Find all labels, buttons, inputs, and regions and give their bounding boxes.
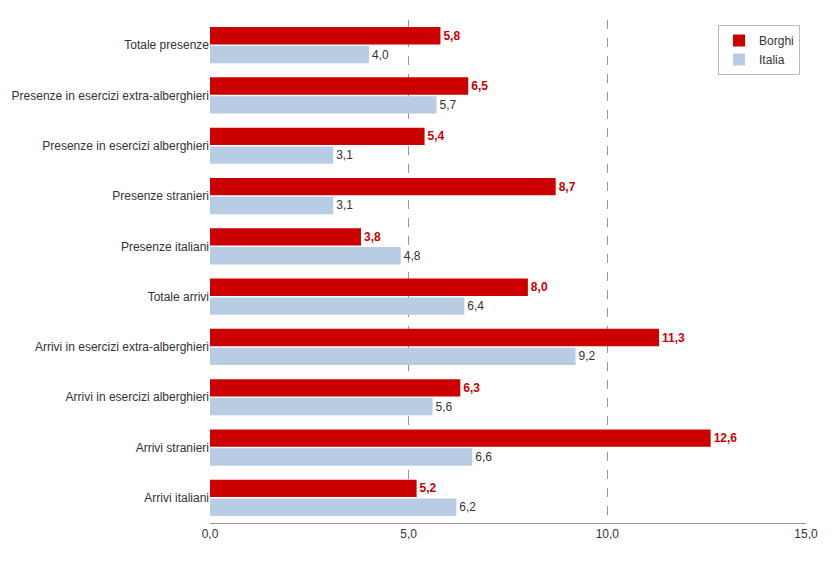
svg-text:Arrivi italiani: Arrivi italiani: [144, 491, 209, 505]
svg-text:6,5: 6,5: [471, 79, 488, 93]
svg-text:Totale arrivi: Totale arrivi: [148, 290, 209, 304]
svg-text:5,6: 5,6: [436, 400, 453, 414]
svg-text:3,8: 3,8: [364, 230, 381, 244]
svg-text:10,0: 10,0: [596, 527, 620, 541]
svg-text:Presenze italiani: Presenze italiani: [121, 240, 209, 254]
svg-text:Presenze stranieri: Presenze stranieri: [112, 189, 209, 203]
svg-text:Presenze in esercizi alberghie: Presenze in esercizi alberghieri: [42, 139, 209, 153]
svg-text:Presenze in esercizi extra-alb: Presenze in esercizi extra-alberghieri: [12, 89, 209, 103]
svg-text:6,4: 6,4: [467, 299, 484, 313]
svg-text:4,8: 4,8: [404, 249, 421, 263]
svg-text:8,0: 8,0: [531, 280, 548, 294]
svg-text:8,7: 8,7: [559, 180, 576, 194]
svg-text:Totale presenze: Totale presenze: [124, 38, 209, 52]
svg-text:Arrivi in esercizi alberghieri: Arrivi in esercizi alberghieri: [66, 390, 209, 404]
svg-text:Arrivi in esercizi extra-alber: Arrivi in esercizi extra-alberghieri: [35, 340, 209, 354]
svg-text:9,2: 9,2: [579, 349, 596, 363]
svg-text:6,2: 6,2: [459, 500, 476, 514]
svg-text:6,3: 6,3: [463, 381, 480, 395]
svg-text:12,6: 12,6: [714, 431, 738, 445]
svg-text:3,1: 3,1: [336, 198, 353, 212]
svg-text:Borghi: Borghi: [759, 34, 794, 48]
svg-text:3,1: 3,1: [336, 148, 353, 162]
svg-text:Arrivi stranieri: Arrivi stranieri: [136, 441, 209, 455]
svg-text:11,3: 11,3: [662, 331, 685, 345]
svg-text:5,0: 5,0: [400, 527, 417, 541]
svg-text:0,0: 0,0: [202, 527, 219, 541]
svg-text:15,0: 15,0: [794, 527, 818, 541]
svg-text:4,0: 4,0: [372, 48, 389, 62]
svg-text:5,8: 5,8: [443, 29, 460, 43]
svg-text:6,6: 6,6: [475, 450, 492, 464]
svg-text:5,2: 5,2: [420, 481, 437, 495]
svg-text:5,4: 5,4: [428, 129, 445, 143]
svg-text:5,7: 5,7: [439, 98, 456, 112]
svg-text:Italia: Italia: [759, 53, 785, 67]
